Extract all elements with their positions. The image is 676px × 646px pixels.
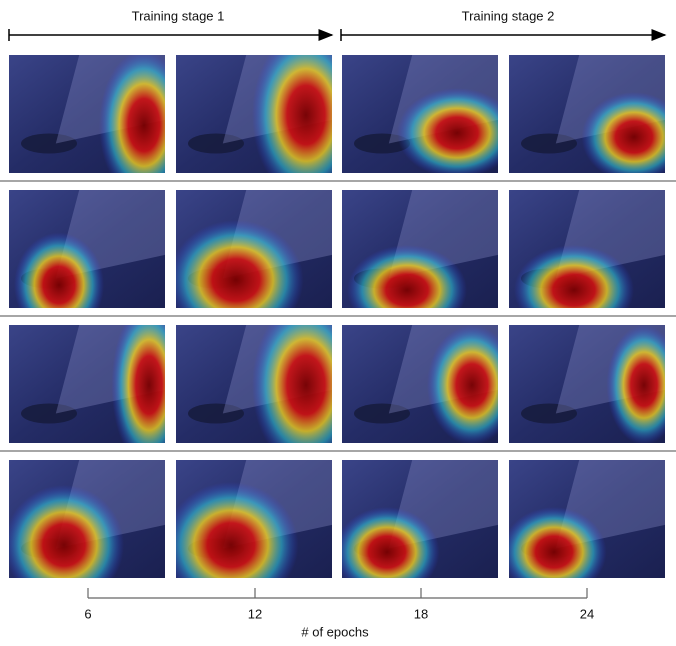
heatmap-image [176, 325, 332, 443]
heat-blob [9, 485, 124, 578]
heatmap-image [176, 460, 332, 578]
heat-blob [342, 507, 440, 578]
heat-blob [427, 325, 498, 443]
heatmap-image [509, 55, 665, 173]
heatmap-image [176, 55, 332, 173]
epoch-label: 24 [580, 606, 594, 621]
heat-blob [397, 88, 498, 173]
heatmap-image [9, 55, 165, 173]
heat-blob [14, 232, 104, 308]
heatmap-image [342, 190, 498, 308]
heat-blob [347, 245, 467, 308]
pedal [188, 403, 244, 424]
heat-blob [99, 55, 165, 173]
heatmap-image [509, 460, 665, 578]
epoch-label: 6 [84, 606, 91, 621]
heatmap-image [509, 325, 665, 443]
heat-blob [252, 325, 332, 443]
heat-blob [514, 245, 634, 308]
pedal [521, 403, 577, 424]
pedal [188, 133, 244, 154]
pedal [21, 133, 77, 154]
heatmap-image [509, 190, 665, 308]
heat-blob [176, 482, 299, 578]
heat-blob [509, 507, 607, 578]
heatmap-image [9, 325, 165, 443]
heatmap-image [176, 190, 332, 308]
heat-blob [581, 92, 665, 173]
heat-blob [111, 325, 165, 443]
stage-label: Training stage 2 [462, 8, 555, 23]
heatmap-image [342, 325, 498, 443]
heat-blob [252, 55, 332, 173]
epoch-label: 18 [414, 606, 428, 621]
stage-label: Training stage 1 [132, 8, 225, 23]
heatmap-image [9, 460, 165, 578]
pedal [521, 133, 577, 154]
heatmap-image [342, 55, 498, 173]
epoch-label: 12 [248, 606, 262, 621]
heatmap-image [9, 190, 165, 308]
heat-blob [176, 220, 304, 308]
pedal [354, 403, 410, 424]
heatmap-image [342, 460, 498, 578]
axis-label: # of epochs [301, 624, 369, 639]
pedal [354, 133, 410, 154]
heat-blob [606, 325, 665, 443]
pedal [21, 403, 77, 424]
